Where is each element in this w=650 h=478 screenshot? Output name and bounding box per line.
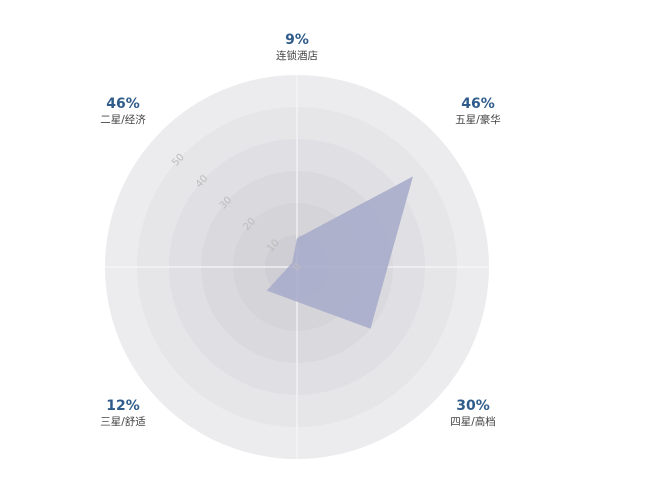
category-percent-label: 46% [106, 96, 140, 112]
category-name-label: 二星/经济 [100, 113, 146, 126]
category-percent-label: 30% [456, 398, 490, 414]
category-percent-label: 9% [285, 32, 309, 48]
category-name-label: 三星/舒适 [100, 415, 146, 428]
series-area [266, 176, 413, 329]
category-name-label: 五星/豪华 [455, 113, 501, 126]
data-area-layer [266, 176, 413, 329]
category-name-label: 四星/高档 [450, 415, 496, 428]
category-name-label: 连锁酒店 [276, 49, 318, 62]
category-percent-label: 12% [106, 398, 140, 414]
category-percent-label: 46% [461, 96, 495, 112]
